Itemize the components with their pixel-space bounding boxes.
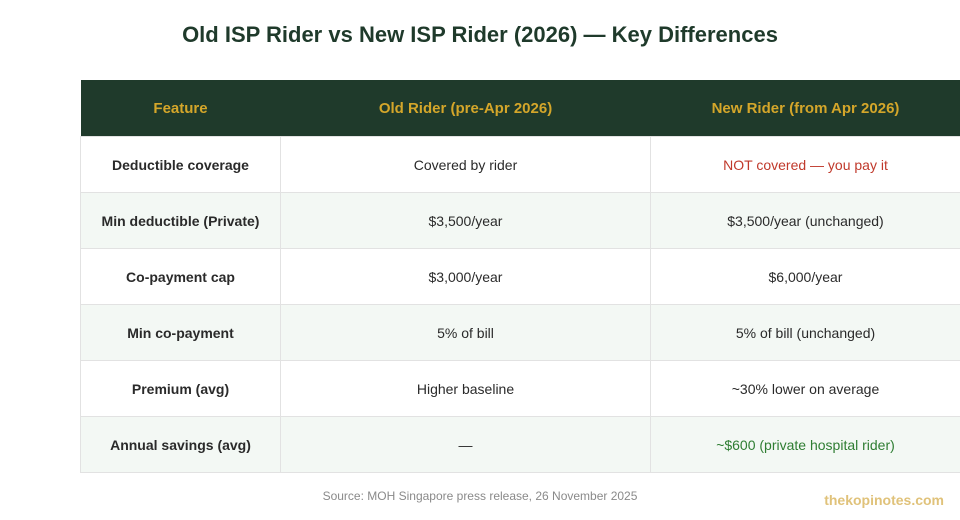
table-row: Premium (avg) Higher baseline ~30% lower… (80, 360, 960, 417)
old-rider-cell: 5% of bill (280, 304, 651, 361)
table-header-row: Feature Old Rider (pre-Apr 2026) New Rid… (80, 80, 960, 137)
new-rider-cell: $3,500/year (unchanged) (650, 192, 960, 249)
new-rider-cell: NOT covered — you pay it (650, 136, 960, 193)
old-rider-cell: — (280, 416, 651, 473)
feature-cell: Premium (avg) (80, 360, 281, 417)
page-title: Old ISP Rider vs New ISP Rider (2026) — … (182, 22, 778, 47)
feature-cell: Min deductible (Private) (80, 192, 281, 249)
new-rider-cell: $6,000/year (650, 248, 960, 305)
new-rider-cell: ~$600 (private hospital rider) (650, 416, 960, 473)
table-row: Min co-payment 5% of bill 5% of bill (un… (80, 304, 960, 361)
old-rider-cell: $3,000/year (280, 248, 651, 305)
new-rider-cell: ~30% lower on average (650, 360, 960, 417)
feature-cell: Deductible coverage (80, 136, 281, 193)
old-rider-cell: $3,500/year (280, 192, 651, 249)
old-rider-cell: Covered by rider (280, 136, 651, 193)
table-row: Min deductible (Private) $3,500/year $3,… (80, 192, 960, 249)
table-row: Annual savings (avg) — ~$600 (private ho… (80, 416, 960, 473)
comparison-table-container: Feature Old Rider (pre-Apr 2026) New Rid… (80, 80, 960, 473)
header-new-rider: New Rider (from Apr 2026) (650, 80, 960, 137)
feature-cell: Min co-payment (80, 304, 281, 361)
feature-cell: Co-payment cap (80, 248, 281, 305)
feature-cell: Annual savings (avg) (80, 416, 281, 473)
header-old-rider: Old Rider (pre-Apr 2026) (280, 80, 651, 137)
header-feature: Feature (80, 80, 281, 137)
comparison-table: Feature Old Rider (pre-Apr 2026) New Rid… (80, 80, 960, 473)
new-rider-cell: 5% of bill (unchanged) (650, 304, 960, 361)
source-note: Source: MOH Singapore press release, 26 … (322, 489, 638, 503)
table-row: Co-payment cap $3,000/year $6,000/year (80, 248, 960, 305)
old-rider-cell: Higher baseline (280, 360, 651, 417)
table-row: Deductible coverage Covered by rider NOT… (80, 136, 960, 193)
brand-watermark: thekopinotes.com (824, 492, 944, 508)
